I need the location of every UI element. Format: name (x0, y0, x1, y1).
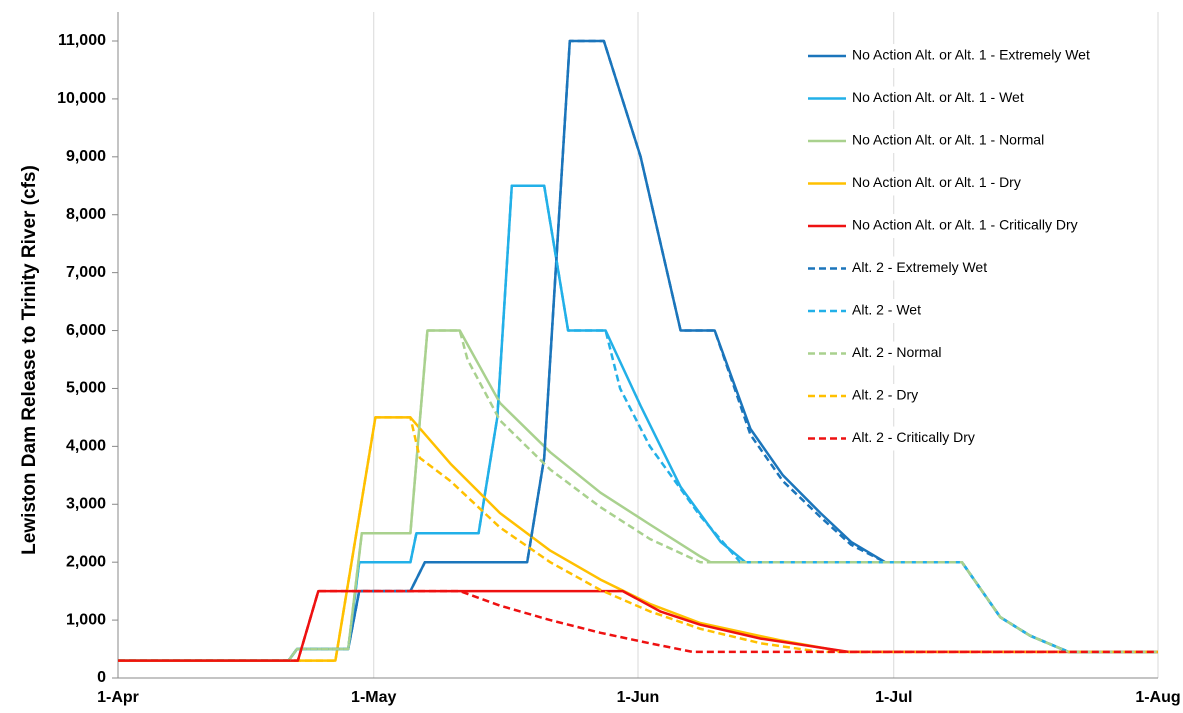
legend-bg (804, 256, 1144, 281)
y-tick-label: 7,000 (66, 264, 106, 281)
legend-label: No Action Alt. or Alt. 1 - Critically Dr… (852, 217, 1078, 233)
legend-label: Alt. 2 - Dry (852, 387, 918, 403)
legend-label: No Action Alt. or Alt. 1 - Extremely Wet (852, 47, 1090, 63)
series-line (118, 416, 1158, 662)
legend-bg (804, 214, 1144, 238)
legend-label: Alt. 2 - Normal (852, 344, 941, 360)
legend-label: Alt. 2 - Wet (852, 302, 921, 318)
y-tick-label: 4,000 (66, 438, 106, 455)
y-tick-label: 1,000 (66, 611, 106, 628)
y-tick-label: 3,000 (66, 495, 106, 512)
x-tick-label: 1-Jun (617, 689, 660, 706)
legend-bg (804, 384, 1144, 408)
legend-bg (804, 129, 1144, 153)
legend-bg (804, 341, 1144, 366)
y-tick-label: 6,000 (66, 322, 106, 339)
legend-label: No Action Alt. or Alt. 1 - Wet (852, 89, 1024, 105)
y-axis-title: Lewiston Dam Release to Trinity River (c… (19, 165, 40, 555)
y-tick-label: 2,000 (66, 553, 106, 570)
legend-bg (804, 426, 1144, 451)
legend-label: Alt. 2 - Extremely Wet (852, 259, 987, 275)
legend-label: No Action Alt. or Alt. 1 - Dry (852, 174, 1021, 190)
y-tick-label: 0 (97, 669, 106, 686)
legend-label: No Action Alt. or Alt. 1 - Normal (852, 132, 1044, 148)
y-tick-label: 11,000 (58, 32, 106, 49)
legend-bg (804, 299, 1144, 323)
x-tick-label: 1-May (351, 689, 396, 706)
legend-bg (804, 171, 1144, 196)
series-line (118, 329, 1158, 662)
series-line (118, 589, 1158, 662)
legend-bg (804, 44, 1144, 68)
y-tick-label: 9,000 (66, 148, 106, 165)
x-tick-label: 1-Jul (875, 689, 912, 706)
y-tick-label: 10,000 (57, 90, 106, 107)
y-tick-label: 5,000 (66, 380, 106, 397)
y-tick-label: 8,000 (66, 206, 106, 223)
legend-label: Alt. 2 - Critically Dry (852, 429, 975, 445)
x-tick-label: 1-Aug (1135, 689, 1180, 706)
series-line (118, 39, 1158, 662)
legend-bg (804, 86, 1144, 111)
x-tick-label: 1-Apr (97, 689, 139, 706)
